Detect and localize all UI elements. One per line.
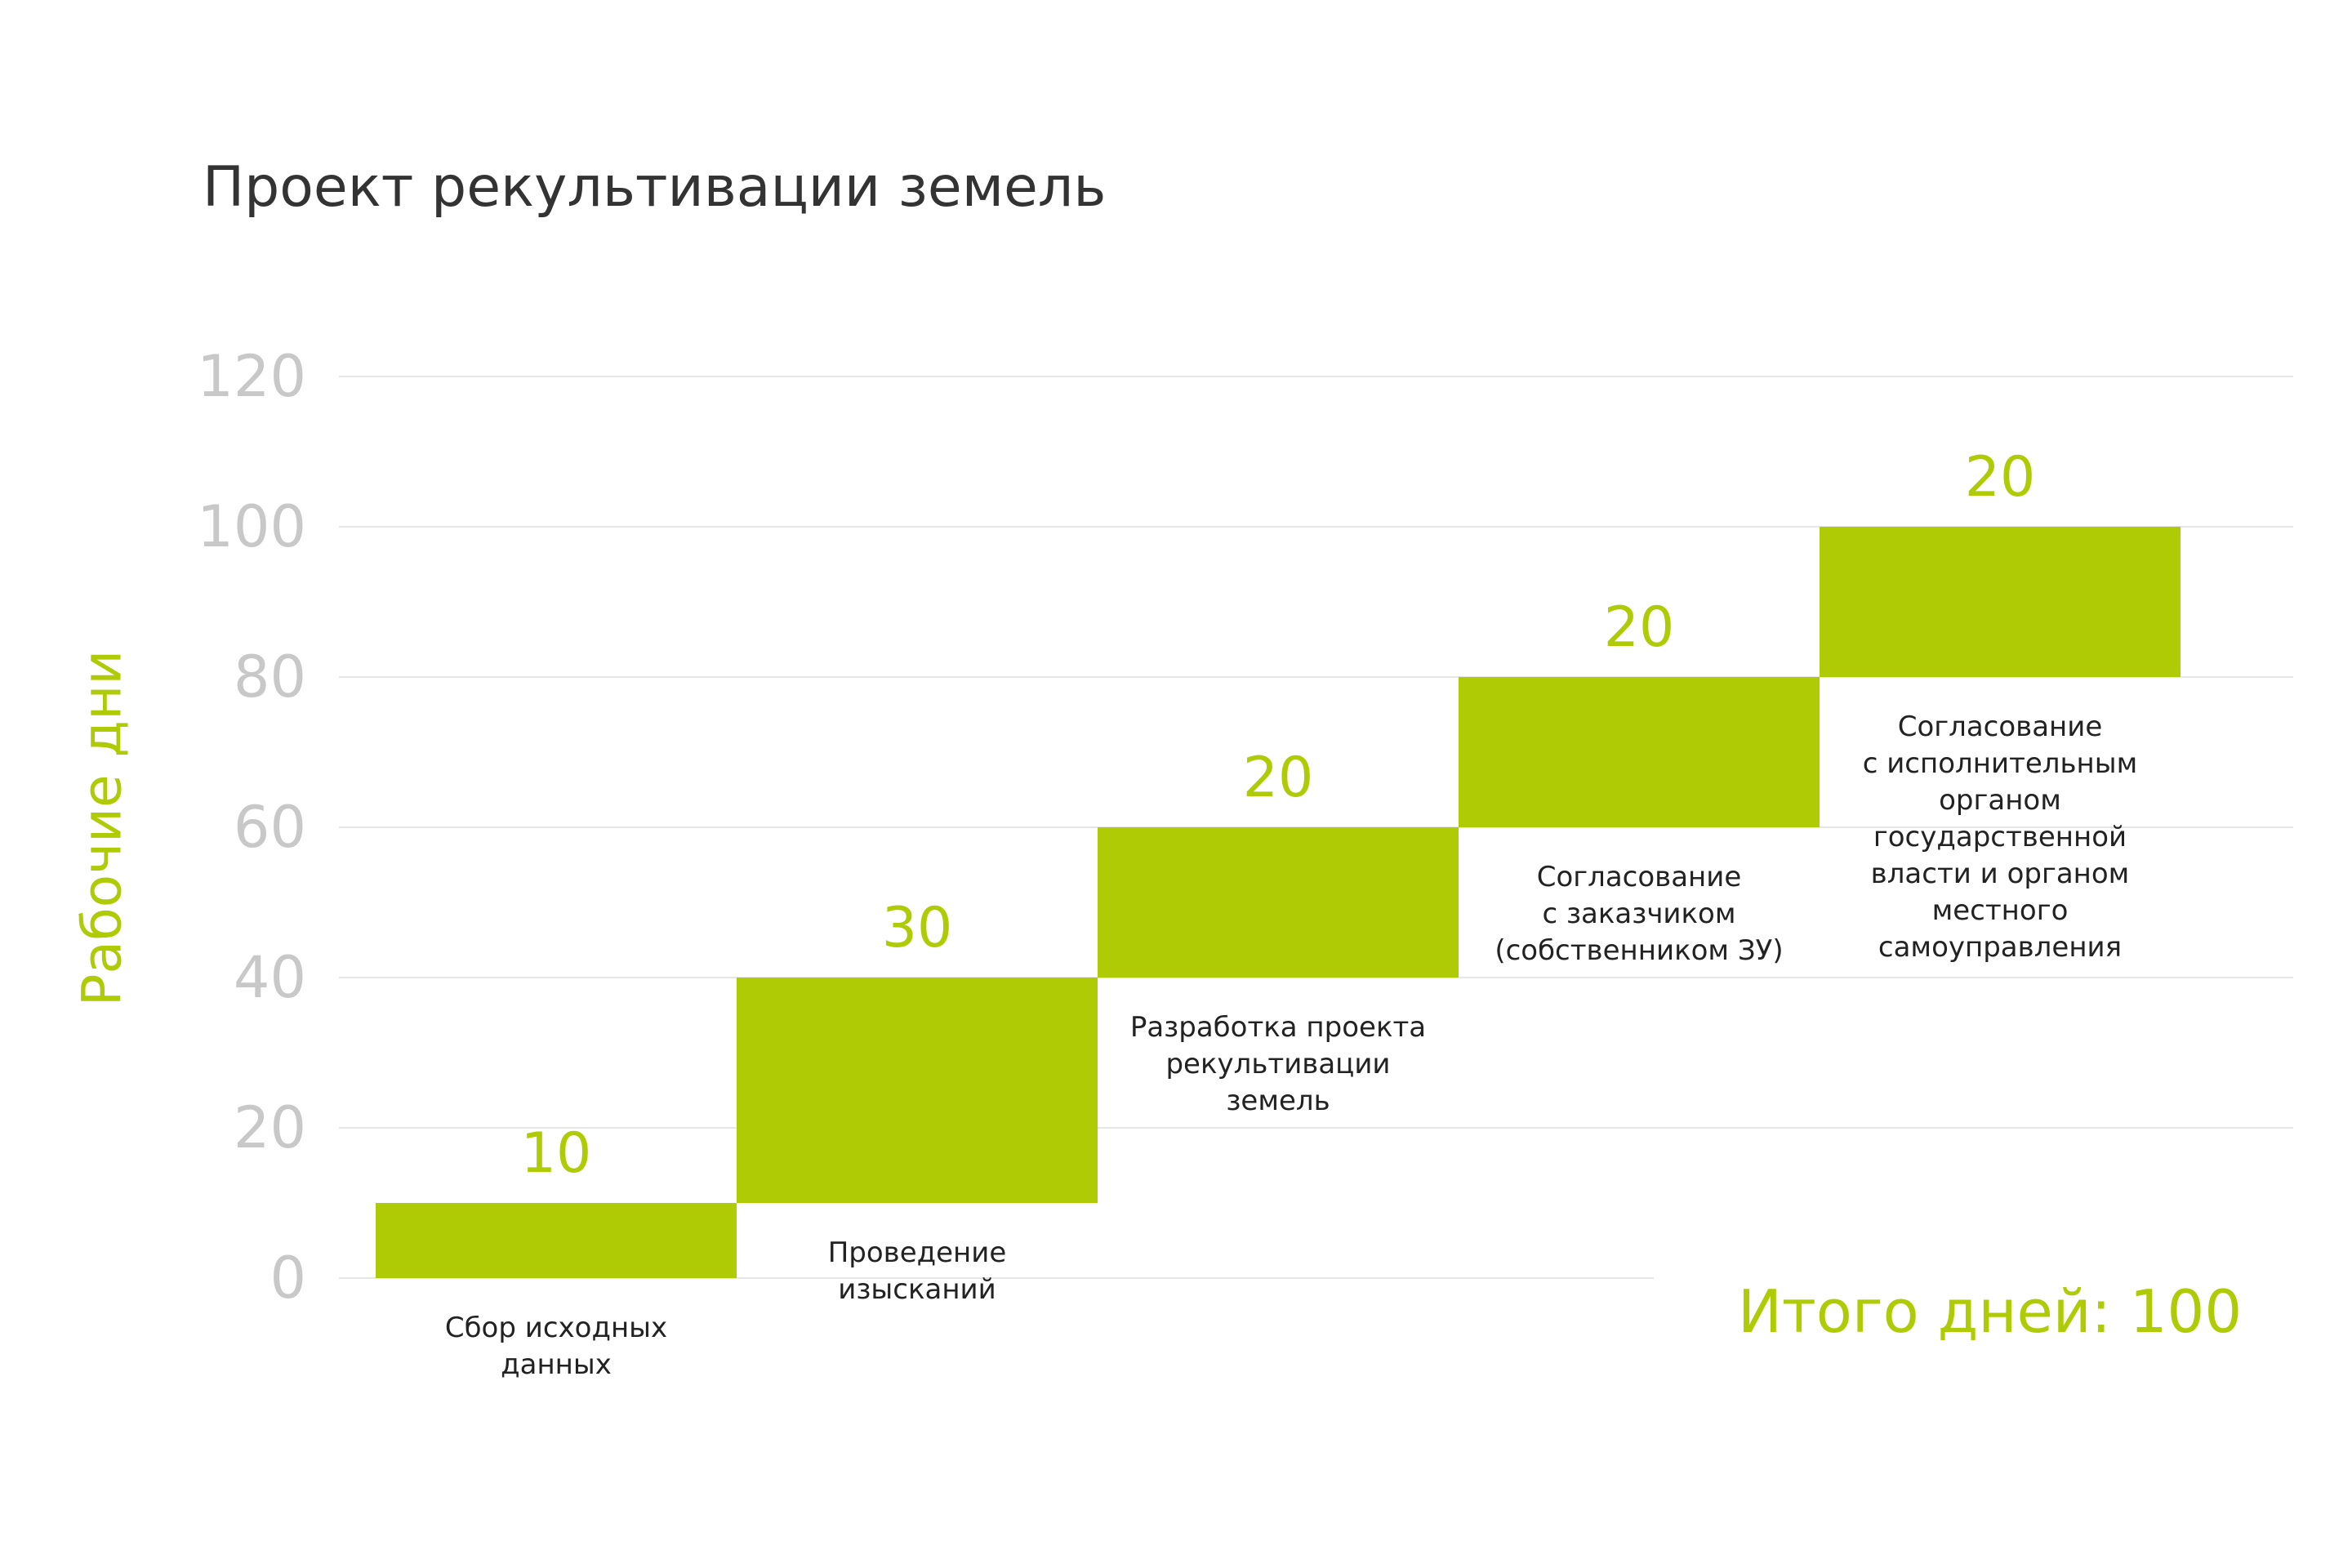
bar	[376, 1203, 737, 1278]
bars	[376, 527, 2180, 1278]
y-tick-label: 40	[234, 944, 306, 1011]
y-tick-label: 20	[234, 1094, 306, 1161]
value-label: 10	[521, 1121, 592, 1186]
category-label: Согласование с исполнительным органом госуд…	[1863, 710, 2138, 964]
total-days-label: Итого дней: 100	[1738, 1277, 2243, 1346]
category-label: Сбор исходных данных	[445, 1312, 667, 1381]
value-label: 20	[1604, 595, 1675, 660]
category-label: Разработка проекта рекультивации земель	[1130, 1011, 1426, 1117]
y-axis-ticks: 0 20 40 60 80 100 120	[197, 343, 306, 1312]
y-tick-label: 100	[197, 493, 306, 560]
value-label: 20	[1243, 746, 1314, 810]
y-tick-label: 120	[197, 343, 306, 410]
value-labels: 10 30 20 20 20	[521, 445, 2036, 1186]
value-label: 20	[1965, 445, 2036, 510]
bar	[737, 978, 1098, 1203]
value-label: 30	[882, 896, 953, 960]
bar	[1820, 527, 2180, 677]
y-tick-label: 80	[234, 644, 306, 710]
bar	[1098, 827, 1459, 978]
bar	[1459, 677, 1820, 827]
y-tick-label: 60	[234, 794, 306, 861]
y-tick-label: 0	[270, 1245, 306, 1312]
chart-title: Проект рекультивации земель	[203, 155, 1107, 220]
category-labels: Сбор исходных данных Проведение изысканий Ра…	[445, 710, 2137, 1381]
category-label: Согласование с заказчиком (собственником З…	[1494, 861, 1783, 967]
category-label: Проведение изысканий	[828, 1236, 1007, 1306]
